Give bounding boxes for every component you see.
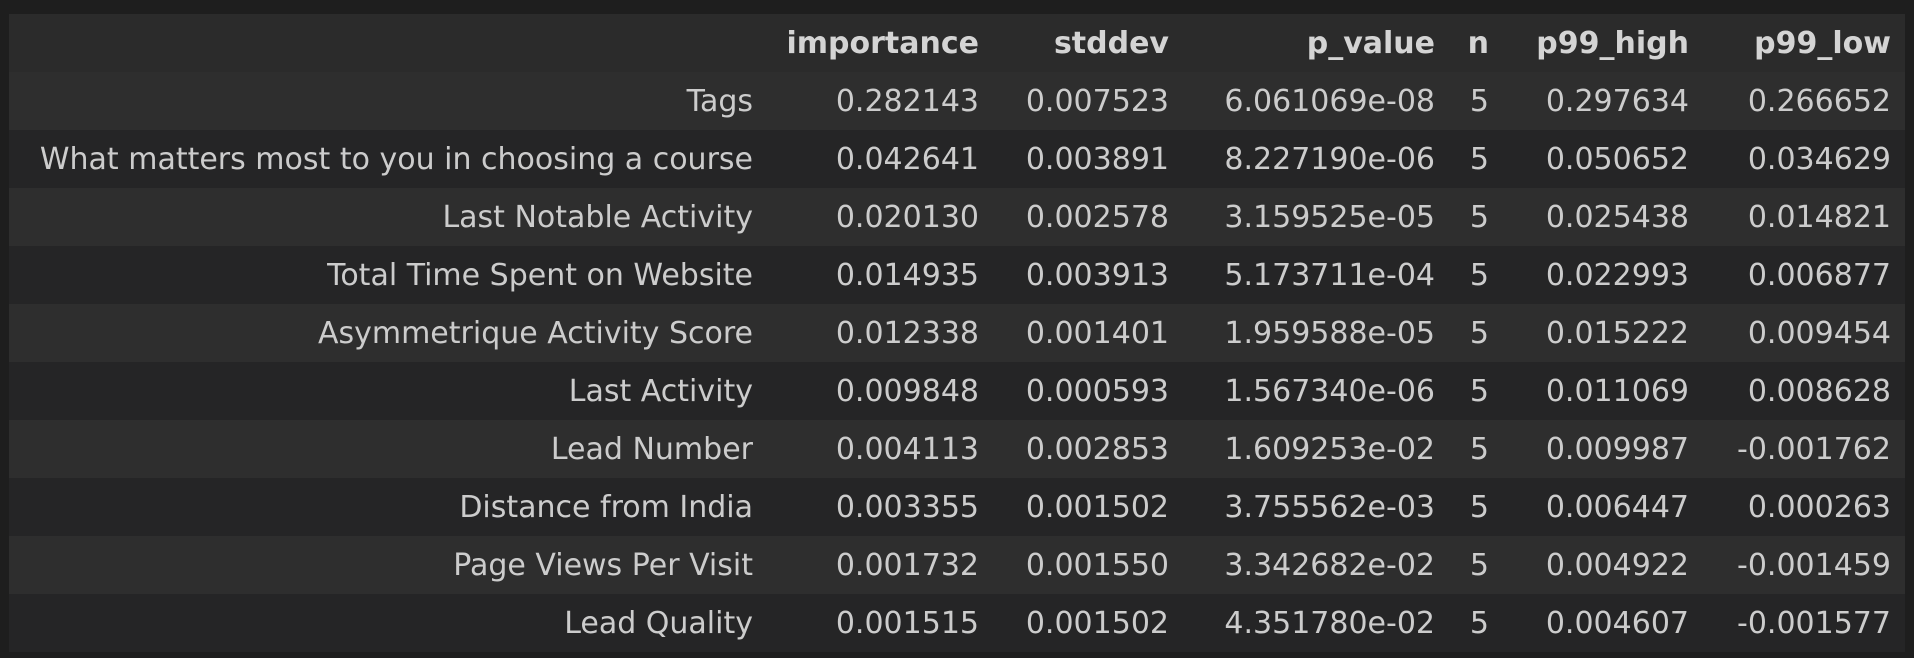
cell-p99-high: 0.009987	[1545, 431, 1689, 467]
table-row: Tags 0.282143 0.007523 6.061069e-08 5 0.29763…	[9, 72, 1905, 130]
cell-stddev: 0.001502	[1025, 605, 1169, 641]
cell-p99-high: 0.004922	[1545, 547, 1689, 583]
cell-p-value: 1.959588e-05	[1224, 315, 1435, 351]
cell-stddev: 0.002853	[1025, 431, 1169, 467]
cell-p99-low: 0.006877	[1747, 257, 1891, 293]
column-header-stddev: stddev	[1053, 25, 1169, 61]
cell-stddev: 0.002578	[1025, 199, 1169, 235]
cell-p99-high: 0.297634	[1545, 83, 1689, 119]
cell-stddev: 0.003891	[1025, 141, 1169, 177]
cell-importance: 0.014935	[835, 257, 979, 293]
row-label: Distance from India	[459, 489, 753, 525]
cell-p99-high: 0.025438	[1545, 199, 1689, 235]
cell-stddev: 0.001550	[1025, 547, 1169, 583]
cell-stddev: 0.001401	[1025, 315, 1169, 351]
cell-p-value: 6.061069e-08	[1224, 83, 1435, 119]
cell-p99-high: 0.022993	[1545, 257, 1689, 293]
table-row: Last Notable Activity 0.020130 0.002578 3.1…	[9, 188, 1905, 246]
cell-p99-high: 0.050652	[1545, 141, 1689, 177]
cell-stddev: 0.001502	[1025, 489, 1169, 525]
table-row: Lead Quality 0.001515 0.001502 4.351780e-02…	[9, 594, 1905, 652]
table-row: Asymmetrique Activity Score 0.012338 0.001…	[9, 304, 1905, 362]
cell-stddev: 0.000593	[1025, 373, 1169, 409]
cell-p99-low: -0.001459	[1737, 547, 1891, 583]
cell-importance: 0.020130	[835, 199, 979, 235]
table-row: Lead Number 0.004113 0.002853 1.609253e-02 5…	[9, 420, 1905, 478]
cell-p-value: 4.351780e-02	[1224, 605, 1435, 641]
cell-p-value: 8.227190e-06	[1224, 141, 1435, 177]
header-row: importance stddev p_value n p99_high p99…	[9, 14, 1905, 72]
cell-n: 5	[1469, 605, 1489, 641]
feature-importance-table: importance stddev p_value n p99_high p99…	[9, 14, 1905, 652]
row-label: Tags	[686, 83, 753, 119]
row-label: Last Activity	[568, 373, 753, 409]
row-label: Lead Number	[550, 431, 753, 467]
row-label: Asymmetrique Activity Score	[317, 315, 753, 351]
cell-importance: 0.042641	[835, 141, 979, 177]
column-header-importance: importance	[786, 25, 980, 61]
cell-importance: 0.004113	[835, 431, 979, 467]
row-label: Lead Quality	[564, 605, 753, 641]
index-header	[9, 14, 769, 72]
row-label: What matters most to you in choosing a c…	[39, 141, 753, 177]
table-row: Page Views Per Visit 0.001732 0.001550 3.34…	[9, 536, 1905, 594]
column-header-p99-high: p99_high	[1536, 25, 1689, 61]
row-label: Total Time Spent on Website	[327, 257, 753, 293]
cell-p99-high: 0.015222	[1545, 315, 1689, 351]
cell-importance: 0.282143	[835, 83, 979, 119]
cell-importance: 0.003355	[835, 489, 979, 525]
cell-p99-low: 0.008628	[1747, 373, 1891, 409]
cell-p-value: 3.342682e-02	[1224, 547, 1435, 583]
cell-p99-low: 0.266652	[1747, 83, 1891, 119]
column-header-p99-low: p99_low	[1754, 25, 1891, 61]
cell-importance: 0.001732	[835, 547, 979, 583]
cell-p99-low: 0.014821	[1747, 199, 1891, 235]
cell-stddev: 0.003913	[1025, 257, 1169, 293]
cell-p-value: 5.173711e-04	[1224, 257, 1435, 293]
cell-n: 5	[1469, 489, 1489, 525]
column-header-p-value: p_value	[1306, 25, 1435, 61]
column-header-n: n	[1467, 25, 1489, 61]
cell-p99-high: 0.004607	[1545, 605, 1689, 641]
cell-n: 5	[1469, 547, 1489, 583]
cell-n: 5	[1469, 431, 1489, 467]
cell-importance: 0.009848	[835, 373, 979, 409]
cell-n: 5	[1469, 257, 1489, 293]
cell-importance: 0.001515	[835, 605, 979, 641]
table-row: Distance from India 0.003355 0.001502 3.755…	[9, 478, 1905, 536]
dataframe-output: importance stddev p_value n p99_high p99…	[9, 14, 1905, 652]
cell-p-value: 1.567340e-06	[1224, 373, 1435, 409]
table-row: What matters most to you in choosing a c…	[9, 130, 1905, 188]
cell-p99-low: -0.001762	[1737, 431, 1891, 467]
cell-n: 5	[1469, 141, 1489, 177]
cell-p99-low: 0.034629	[1747, 141, 1891, 177]
cell-p-value: 3.755562e-03	[1224, 489, 1435, 525]
table-row: Last Activity 0.009848 0.000593 1.567340e-0…	[9, 362, 1905, 420]
row-label: Page Views Per Visit	[453, 547, 753, 583]
cell-p99-low: -0.001577	[1737, 605, 1891, 641]
cell-n: 5	[1469, 83, 1489, 119]
cell-n: 5	[1469, 373, 1489, 409]
cell-p99-low: 0.009454	[1747, 315, 1891, 351]
row-label: Last Notable Activity	[442, 199, 753, 235]
cell-p99-high: 0.006447	[1545, 489, 1689, 525]
cell-p99-high: 0.011069	[1545, 373, 1689, 409]
cell-n: 5	[1469, 199, 1489, 235]
table-body: Tags 0.282143 0.007523 6.061069e-08 5 0.29763…	[9, 72, 1905, 652]
cell-p-value: 3.159525e-05	[1224, 199, 1435, 235]
cell-p-value: 1.609253e-02	[1224, 431, 1435, 467]
cell-importance: 0.012338	[835, 315, 979, 351]
cell-stddev: 0.007523	[1025, 83, 1169, 119]
cell-p99-low: 0.000263	[1747, 489, 1891, 525]
cell-n: 5	[1469, 315, 1489, 351]
table-row: Total Time Spent on Website 0.014935 0.003…	[9, 246, 1905, 304]
